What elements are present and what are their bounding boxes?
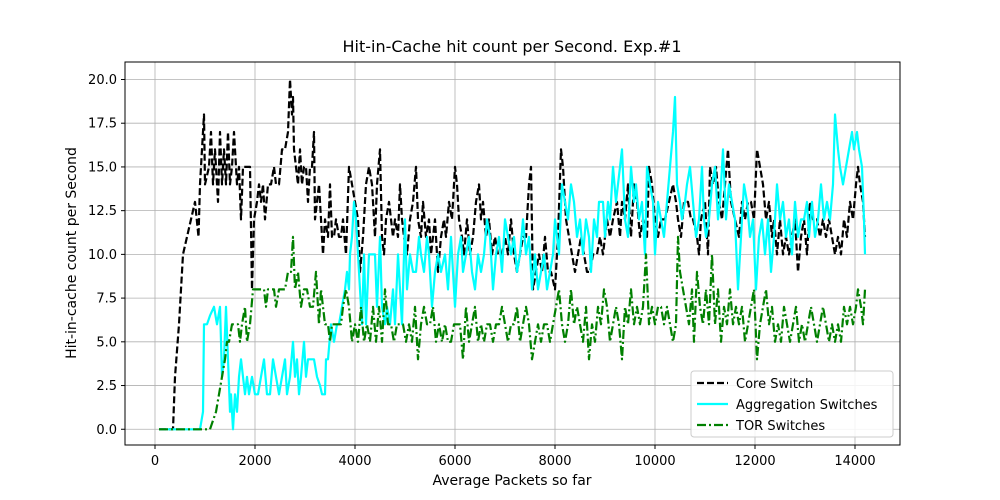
x-tick-label: 6000 (438, 454, 471, 469)
legend-box (690, 370, 894, 438)
y-tick-label: 2.5 (96, 379, 117, 394)
x-tick-label: 12000 (734, 454, 775, 469)
x-tick-label: 4000 (338, 454, 371, 469)
x-axis-label: Average Packets so far (432, 473, 591, 489)
chart-title: Hit-in-Cache hit count per Second. Exp.#… (342, 37, 681, 56)
legend-label-aggregation-switches: Aggregation Switches (736, 398, 878, 413)
y-tick-label: 12.5 (88, 204, 117, 219)
y-tick-label: 20.0 (88, 73, 117, 88)
legend: Core Switch Aggregation Switches TOR Switc… (690, 370, 894, 438)
y-tick-label: 15.0 (88, 160, 117, 175)
legend-label-core-switch: Core Switch (736, 377, 813, 392)
x-tick-label: 2000 (238, 454, 271, 469)
x-tick-label: 8000 (538, 454, 571, 469)
plot-frame (124, 61, 901, 446)
legend-label-tor-switches: TOR Switches (735, 419, 825, 434)
y-tick-label: 7.5 (96, 292, 117, 307)
y-tick-label: 5.0 (96, 335, 117, 350)
series-line-core-switch (159, 78, 867, 431)
series-layer (159, 78, 867, 431)
x-tick-label: 14000 (834, 454, 875, 469)
y-tick-label: 0.0 (96, 423, 117, 438)
y-axis-ticks: 0.0 2.5 5.0 7.5 10.0 12.5 15.0 17.5 20.0 (88, 73, 125, 438)
y-tick-label: 10.0 (88, 248, 117, 263)
x-tick-label: 10000 (634, 454, 675, 469)
y-axis-label: Hit-in-cache count per Second (64, 147, 80, 359)
x-tick-label: 0 (151, 454, 159, 469)
y-tick-label: 17.5 (88, 117, 117, 132)
x-axis-ticks: 0 2000 4000 6000 8000 10000 12000 14000 (151, 445, 876, 469)
series-line-tor-switches (159, 235, 867, 431)
series-line-aggregation-switches (159, 95, 867, 431)
